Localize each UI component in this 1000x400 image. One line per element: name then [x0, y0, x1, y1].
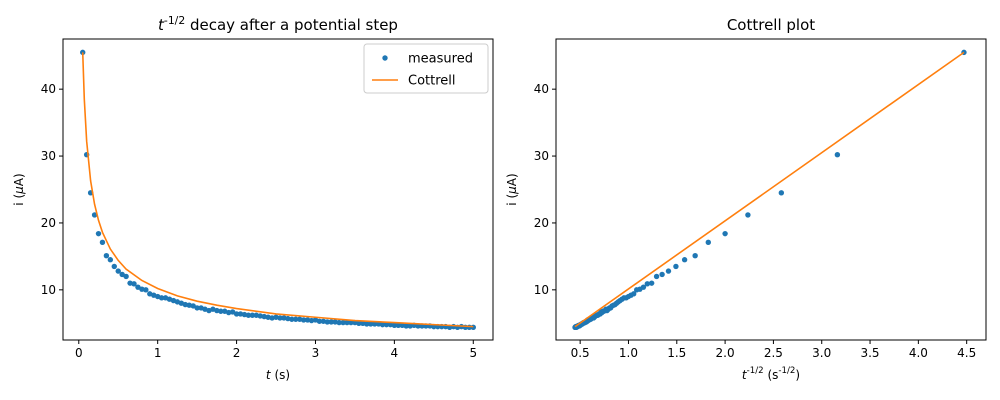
- data-point: [123, 273, 129, 280]
- data-point: [91, 212, 98, 218]
- chart-title: t-1/2​ decay after a potential step: [158, 14, 398, 34]
- y-tick-label: 30: [534, 149, 549, 163]
- plot-area: [80, 49, 476, 330]
- data-point: [245, 312, 252, 318]
- chart-panel-2: 0.5 1.0 1.5 2.0 2.5 3.0 3.5 4.0 4.5 10 20 30 40 Cottr…: [505, 16, 987, 382]
- data-point: [348, 319, 354, 326]
- data-point: [111, 263, 117, 270]
- x-tick-label: 1: [154, 346, 162, 360]
- data-point: [395, 322, 402, 328]
- data-point: [194, 305, 200, 311]
- series-line-fit: [574, 51, 965, 328]
- x-tick-label: 5: [469, 346, 477, 360]
- data-point: [277, 315, 283, 321]
- data-point: [356, 320, 362, 326]
- data-point: [107, 257, 114, 263]
- data-point: [745, 212, 751, 218]
- data-point: [158, 295, 165, 301]
- plot-frame: [62, 38, 494, 341]
- y-axis-label: i (μA): [12, 173, 26, 205]
- y-tick-label: 10: [41, 283, 56, 297]
- data-point: [379, 321, 386, 328]
- data-point: [364, 321, 370, 327]
- x-tick-label: 1.5: [667, 346, 686, 360]
- data-point: [665, 268, 672, 274]
- data-point: [218, 308, 224, 314]
- x-tick-label: 4: [391, 346, 399, 360]
- data-point: [95, 230, 102, 237]
- x-tick-label: 2: [233, 346, 241, 360]
- data-point: [103, 253, 110, 259]
- chart-title: Cottrell plot: [727, 16, 815, 34]
- data-point: [336, 319, 342, 326]
- chart-panel-1: 0 1 2 3 4 5 10 20 30 40 t-1/2​ decay after a poten…: [12, 14, 494, 382]
- x-tick-label: 3: [312, 346, 320, 360]
- data-point: [131, 281, 137, 287]
- data-point: [778, 190, 785, 196]
- legend: measured Cottrell: [363, 43, 489, 94]
- x-tick-label: 0: [75, 346, 83, 360]
- data-point: [648, 280, 655, 286]
- x-tick-label: 3.5: [860, 346, 879, 360]
- y-tick-label: 10: [534, 283, 549, 297]
- data-point: [653, 273, 660, 280]
- x-tick-label: 2.0: [716, 346, 735, 360]
- x-tick-label: 0.5: [571, 346, 590, 360]
- data-point: [692, 253, 698, 259]
- data-point: [324, 319, 331, 325]
- data-point: [681, 257, 688, 263]
- data-point: [300, 317, 307, 323]
- data-point: [99, 239, 106, 246]
- data-point: [316, 318, 323, 324]
- data-point: [328, 319, 334, 325]
- y-axis-label: i (μA): [505, 173, 519, 205]
- x-axis-label: t-1/2​ (s-1/2​): [742, 366, 800, 382]
- data-point: [371, 321, 378, 327]
- data-point: [391, 322, 398, 328]
- data-point: [659, 271, 665, 278]
- data-point: [293, 316, 299, 322]
- x-tick-label: 1.0: [619, 346, 638, 360]
- data-point: [722, 230, 728, 237]
- legend-label: measured: [408, 52, 473, 67]
- x-tick-label: 4.0: [909, 346, 928, 360]
- data-point: [233, 311, 240, 317]
- data-point: [383, 321, 390, 328]
- x-tick-label: 2.5: [764, 346, 783, 360]
- series-line-fit: [81, 52, 474, 328]
- data-point: [403, 323, 409, 329]
- data-point: [633, 287, 640, 293]
- legend-label: Cottrell: [408, 74, 456, 89]
- y-tick-label: 30: [41, 149, 56, 163]
- data-point: [340, 319, 346, 326]
- x-tick-label: 4.5: [957, 346, 976, 360]
- data-point: [289, 316, 295, 322]
- x-tick-label: 3.0: [812, 346, 831, 360]
- data-point: [115, 268, 121, 274]
- y-tick-label: 40: [534, 82, 549, 96]
- data-point: [834, 152, 841, 158]
- y-tick-label: 40: [41, 82, 56, 96]
- data-point: [673, 263, 679, 270]
- data-point: [344, 319, 350, 326]
- data-point: [644, 281, 651, 287]
- legend-marker-measured: [382, 55, 388, 61]
- y-tick-label: 20: [41, 216, 56, 230]
- data-point: [143, 287, 149, 293]
- y-tick-label: 20: [534, 216, 549, 230]
- data-point: [368, 321, 374, 327]
- plot-area: [572, 49, 967, 330]
- data-point: [249, 312, 256, 318]
- data-point: [705, 239, 711, 246]
- plot-frame: [555, 38, 987, 341]
- x-axis-label: t (s): [266, 368, 290, 382]
